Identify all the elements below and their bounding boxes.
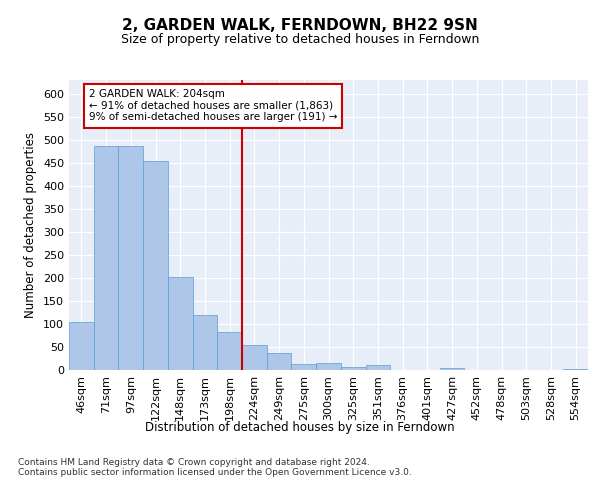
Text: Size of property relative to detached houses in Ferndown: Size of property relative to detached ho… [121,32,479,46]
Bar [563,368,588,370]
Bar [292,364,316,370]
Bar [440,368,464,370]
Text: Distribution of detached houses by size in Ferndown: Distribution of detached houses by size … [145,421,455,434]
Bar [94,146,118,370]
Bar [316,363,341,370]
Bar [217,332,242,370]
Bar [267,352,292,370]
Text: Contains HM Land Registry data © Crown copyright and database right 2024.
Contai: Contains HM Land Registry data © Crown c… [18,458,412,477]
Bar [118,146,143,370]
Bar [242,344,267,370]
Bar [365,366,390,370]
Bar [193,315,217,370]
Text: 2 GARDEN WALK: 204sqm
← 91% of detached houses are smaller (1,863)
9% of semi-de: 2 GARDEN WALK: 204sqm ← 91% of detached … [89,89,337,122]
Bar [143,162,168,370]
Bar [168,277,193,370]
Y-axis label: Number of detached properties: Number of detached properties [25,132,37,318]
Bar [341,367,365,370]
Text: 2, GARDEN WALK, FERNDOWN, BH22 9SN: 2, GARDEN WALK, FERNDOWN, BH22 9SN [122,18,478,32]
Bar [69,322,94,370]
